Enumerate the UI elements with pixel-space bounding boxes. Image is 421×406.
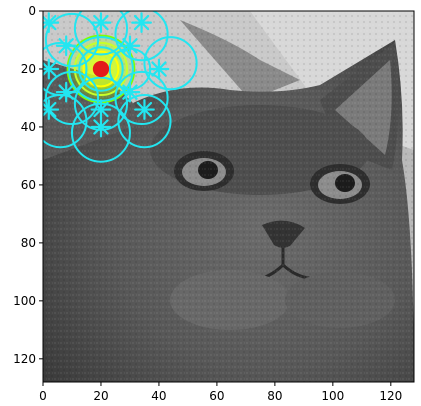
center-point [92, 60, 110, 78]
keypoint-star [55, 35, 77, 57]
x-tick-label: 100 [321, 389, 344, 403]
keypoint-circle [44, 70, 100, 126]
y-tick-label: 120 [13, 352, 36, 366]
highlight-ring [73, 41, 129, 97]
x-tick-label: 40 [151, 389, 166, 403]
keypoint-star [119, 35, 141, 57]
keypoint-circle [44, 12, 100, 68]
keypoint-circle [43, 94, 88, 149]
keypoint-circle [73, 11, 129, 56]
keypoint-star [148, 58, 170, 80]
cat-image [43, 11, 414, 382]
keypoint-circle [114, 11, 169, 62]
x-tick-label: 80 [267, 389, 282, 403]
keypoint-circle [114, 70, 169, 126]
keypoint-star [134, 99, 155, 120]
keypoint-circle [78, 46, 124, 92]
keypoint-star [43, 58, 60, 80]
x-tick-label: 20 [93, 389, 108, 403]
keypoint-star [90, 99, 112, 120]
x-axis: 0 20 40 60 80 100 120 [39, 382, 402, 403]
y-tick-label: 100 [13, 294, 36, 308]
keypoint-star [119, 81, 141, 103]
keypoint-star [90, 12, 112, 33]
keypoint-star [90, 116, 112, 138]
keypoint-star [43, 12, 60, 33]
keypoint-star [55, 81, 77, 103]
y-tick-label: 60 [21, 178, 36, 192]
keypoint-star [131, 12, 152, 33]
y-tick-label: 20 [21, 62, 36, 76]
axes-frame [42, 10, 415, 383]
y-tick-label: 80 [21, 236, 36, 250]
keypoint-overlay [43, 11, 198, 163]
keypoint-circle [117, 94, 172, 149]
highlight-ring [82, 50, 120, 88]
keypoint-circle [143, 36, 198, 91]
y-tick-label: 40 [21, 120, 36, 134]
keypoint-star [43, 99, 60, 120]
x-tick-label: 120 [379, 389, 402, 403]
x-tick-label: 60 [209, 389, 224, 403]
x-tick-label: 0 [39, 389, 47, 403]
y-tick-label: 0 [28, 4, 36, 18]
y-axis: 0 20 40 60 80 100 120 [13, 4, 43, 366]
